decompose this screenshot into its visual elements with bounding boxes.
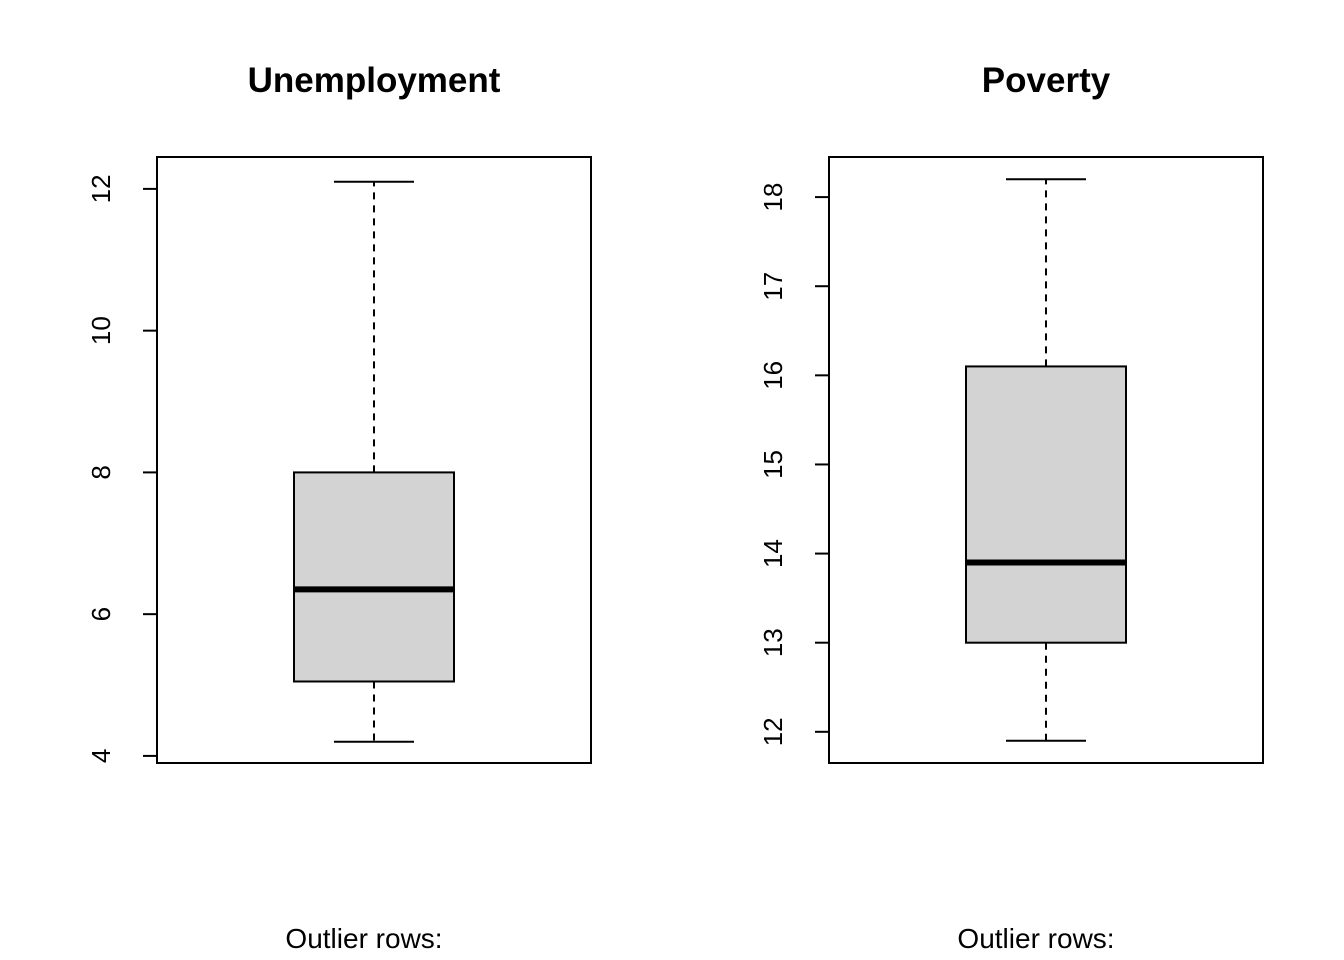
y-tick-label: 18	[758, 183, 788, 212]
outlier-caption-unemployment: Outlier rows:	[285, 923, 442, 954]
y-tick-label: 15	[758, 450, 788, 479]
boxplot-poverty	[965, 178, 1127, 742]
y-tick-label: 12	[758, 717, 788, 746]
y-axis-poverty: 12 13 14 15 16 17 18	[758, 183, 830, 746]
boxplot-unemployment	[293, 180, 455, 743]
y-tick-label: 6	[86, 607, 116, 621]
y-tick-label: 12	[86, 174, 116, 203]
iqr-box	[965, 365, 1127, 644]
y-tick-label: 17	[758, 272, 788, 301]
poverty-panel: Poverty 12 13 14 15 16 17 18 Outlier rows:	[758, 61, 1264, 954]
y-tick-label: 10	[86, 316, 116, 345]
outlier-caption-poverty: Outlier rows:	[957, 923, 1114, 954]
y-tick-label: 16	[758, 361, 788, 390]
chart-title-poverty: Poverty	[982, 61, 1111, 100]
y-tick-label: 4	[86, 749, 116, 763]
y-axis-unemployment: 4 6 8 10 12	[86, 174, 158, 763]
y-tick-label: 8	[86, 465, 116, 479]
unemployment-panel: Unemployment 4 6 8 10 12 Outlier rows:	[86, 61, 592, 954]
y-tick-label: 13	[758, 628, 788, 657]
y-tick-label: 14	[758, 539, 788, 568]
iqr-box	[293, 471, 455, 683]
chart-title-unemployment: Unemployment	[248, 61, 501, 100]
